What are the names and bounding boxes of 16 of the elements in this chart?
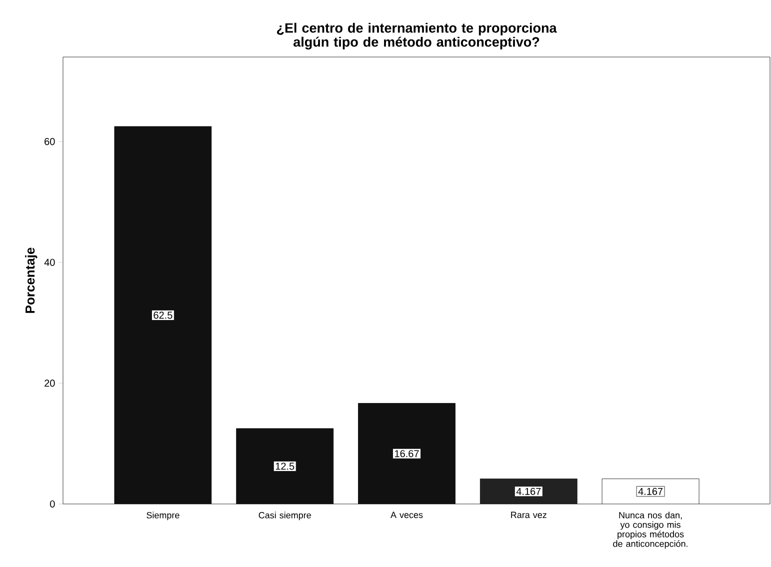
x-tick-label: Nunca nos dan, yo consigo mis propios métodos de anticoncepción. [613,512,688,549]
data-label: 12.5 [276,462,294,470]
y-tick-label: 60 [44,138,55,146]
x-tick-label: Siempre [146,512,180,520]
data-label: 16.67 [395,450,419,458]
x-tick-label: Casi siempre [258,512,311,520]
y-tick-label: 20 [44,380,55,387]
data-label: 4.167 [516,488,541,495]
data-label: 62.5 [154,312,172,319]
chart-title: ¿El centro de internamiento te proporciona algún tipo de método anticonceptivo? [276,22,557,50]
y-tick-label: 0 [50,500,55,508]
data-label: 4.167 [638,488,663,495]
x-tick-label: Rara vez [511,512,546,518]
y-axis-title: Porcentaje [25,248,38,313]
y-tick-label: 40 [44,258,55,266]
x-tick-label: A veces [390,512,423,518]
